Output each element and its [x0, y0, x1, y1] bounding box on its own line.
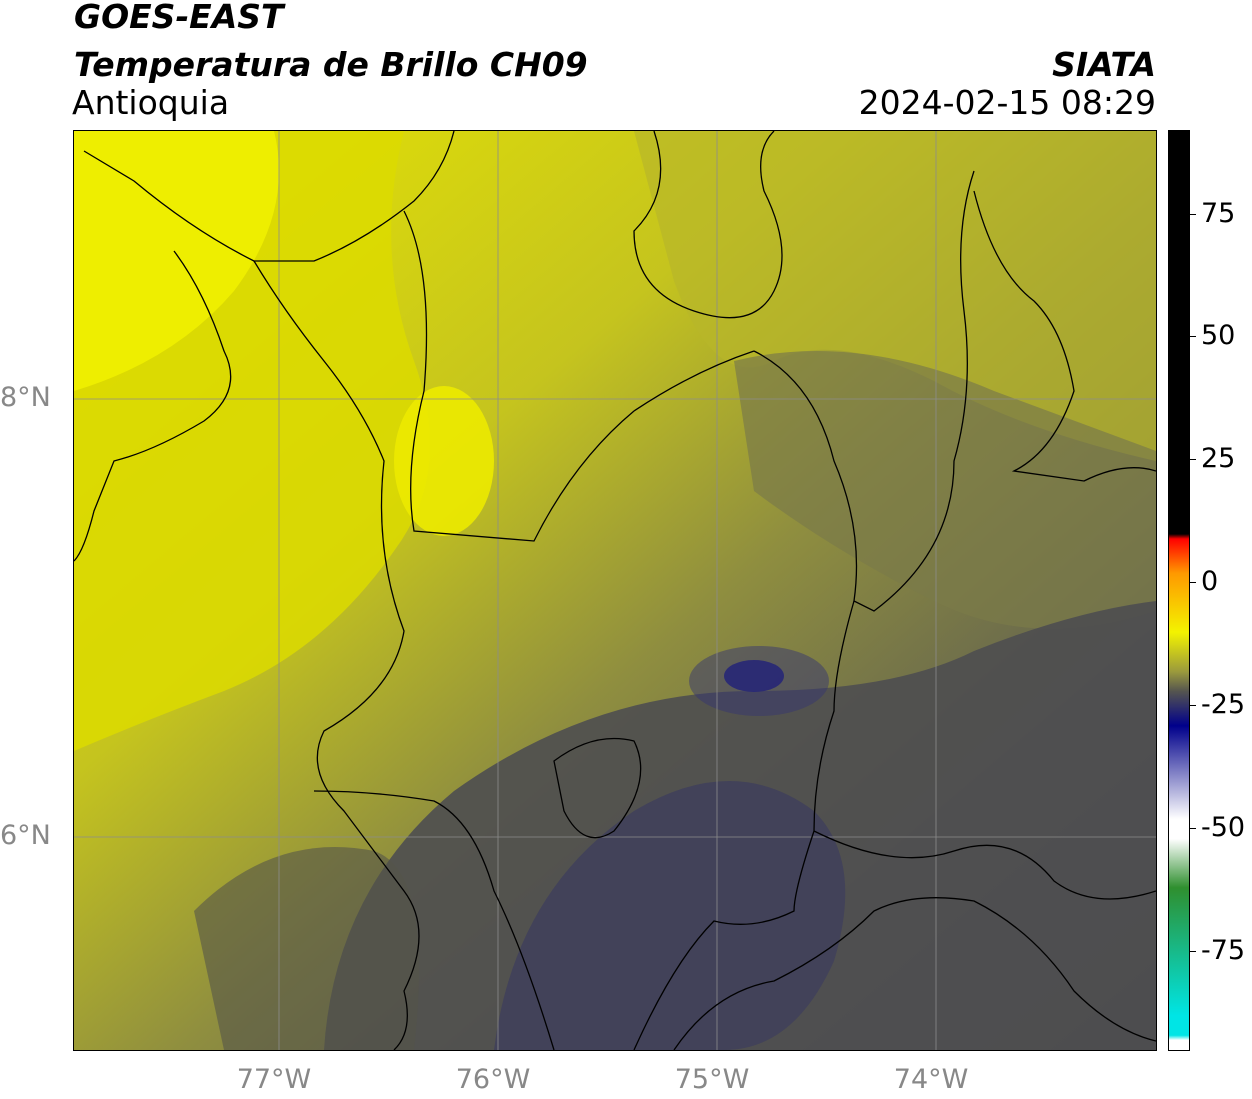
warm-zone-core: [74, 131, 279, 391]
antioquia-north-border: [403, 210, 755, 542]
colorbar-tick-label: 50: [1201, 320, 1236, 352]
map-panel[interactable]: [73, 130, 1157, 1051]
lon-tick-label: 76°W: [455, 1064, 531, 1095]
colorbar-tick-label: 0: [1201, 566, 1219, 598]
cold-cloud-top-halo: [689, 646, 829, 716]
map-gridlines: [74, 131, 1156, 1050]
lon-tick-label: 74°W: [893, 1064, 969, 1095]
colorbar-tick-label: 25: [1201, 443, 1236, 475]
antioquia-west-border: [253, 260, 420, 1050]
colorbar-tick-label: -25: [1201, 688, 1246, 720]
colorbar-tick-mark: [1189, 827, 1196, 829]
antioquia-south-border: [313, 790, 555, 1050]
olive-zone-northeast: [634, 131, 1156, 461]
coastline-north: [83, 131, 455, 262]
title-region: Antioquia: [72, 83, 230, 122]
warm-spot-central: [394, 386, 494, 536]
colorbar: [1168, 130, 1190, 1051]
colorbar-tick-mark: [1189, 459, 1196, 461]
lon-tick-label: 75°W: [674, 1064, 750, 1095]
colorbar-tick-mark: [1189, 582, 1196, 584]
lat-tick-label: 8°N: [0, 381, 51, 413]
border-southeast-region: [813, 830, 1156, 900]
border-north-east: [633, 131, 783, 319]
colorbar-tick-mark: [1189, 704, 1196, 706]
lon-tick-label: 77°W: [236, 1064, 312, 1095]
olive-zone-east: [734, 351, 1156, 629]
cold-zone-deep: [494, 781, 846, 1050]
border-east-region: [973, 190, 1156, 482]
colorbar-tick-label: 75: [1201, 197, 1236, 229]
colorbar-tick-mark: [1189, 213, 1196, 215]
antioquia-east-border: [753, 170, 975, 612]
gulf-coast: [74, 250, 232, 562]
colorbar-tick-mark: [1189, 950, 1196, 952]
title-product: Temperatura de Brillo CH09: [74, 45, 588, 84]
colorbar-tick-mark: [1189, 336, 1196, 338]
inner-border-central: [553, 737, 642, 839]
title-satellite: GOES-EAST: [74, 0, 284, 36]
title-organization: SIATA: [1052, 45, 1156, 84]
river-magdalena: [673, 897, 1156, 1050]
map-canvas: [74, 131, 1156, 1050]
colorbar-tick-label: -50: [1201, 811, 1246, 843]
title-datetime: 2024-02-15 08:29: [858, 83, 1156, 122]
lat-tick-label: 6°N: [0, 820, 51, 852]
antioquia-southeast-border: [633, 600, 855, 1050]
cold-zone-west: [194, 847, 419, 1050]
colorbar-tick-label: -75: [1201, 934, 1246, 966]
boundaries: [74, 131, 1156, 1050]
